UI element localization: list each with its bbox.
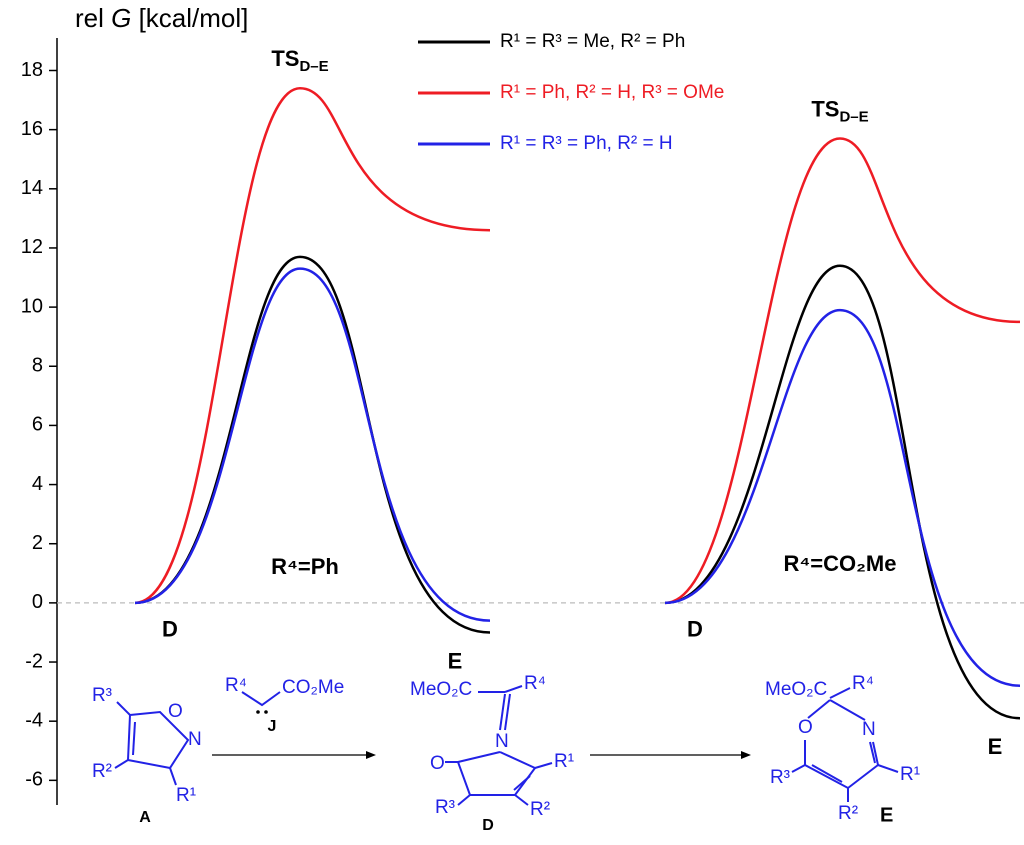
atom-label: R⁴: [852, 673, 874, 694]
bond: [132, 721, 136, 756]
lone-pair: [256, 710, 260, 714]
atom-label: R²: [530, 799, 550, 820]
atom-label: O: [798, 717, 813, 738]
atom-label: MeO₂C: [410, 679, 472, 700]
y-label-part: G: [111, 3, 131, 33]
structure-j: R⁴ CO₂Me J: [225, 675, 344, 735]
y-tick-label: -6: [25, 769, 43, 791]
compound-label: E: [880, 804, 893, 826]
atom-label: R¹: [900, 764, 920, 785]
atom-label: R¹: [176, 785, 196, 806]
bond: [829, 687, 851, 699]
legend-label: R¹ = R³ = Ph, R² = H: [500, 133, 673, 154]
ts-subscript: D–E: [299, 58, 328, 75]
structure-d: MeO₂C R⁴ N R¹ O R³ R² D: [410, 673, 574, 834]
legend-label: R¹ = Ph, R² = H, R³ = OMe: [500, 82, 724, 103]
bond: [116, 701, 131, 716]
y-tick-label: 18: [21, 59, 43, 81]
ts-subscript: D–E: [839, 108, 868, 125]
arrow-head: [741, 751, 751, 759]
structure-a: R³ O N R² R¹ A: [92, 685, 202, 826]
structure-e: MeO₂C R⁴ O N R¹ R³ R² E: [765, 673, 920, 826]
atom-label: R³: [770, 767, 790, 788]
energy-curve: [664, 137, 1021, 605]
energy-curve: [134, 86, 491, 605]
bond: [791, 764, 806, 773]
y-tick-label: 4: [32, 473, 43, 495]
bond: [877, 764, 899, 773]
atom-label: N: [495, 731, 509, 752]
ring: [456, 751, 537, 796]
y-tick-label: 10: [21, 295, 43, 317]
arrow-head: [366, 751, 376, 759]
ring: [126, 710, 190, 770]
atom-label: R²: [92, 761, 112, 782]
state-label: D: [162, 617, 178, 642]
bond: [169, 767, 177, 786]
bond: [457, 794, 471, 806]
y-tick-label: -2: [25, 650, 43, 672]
bond: [807, 699, 831, 719]
bond: [514, 794, 529, 806]
atom-label: R³: [92, 685, 112, 706]
bond: [829, 699, 866, 721]
atom-label: N: [862, 719, 876, 740]
y-tick-label: 14: [21, 177, 43, 199]
legend-label: R¹ = R³ = Me, R² = Ph: [500, 31, 685, 52]
state-label: TSD–E: [271, 46, 328, 75]
lone-pair: [264, 710, 268, 714]
atom-label: R²: [838, 803, 858, 824]
bond: [241, 691, 281, 707]
bond: [869, 741, 876, 764]
atom-label: R¹: [554, 751, 574, 772]
y-tick-label: 16: [21, 118, 43, 140]
atom-label: R⁴: [225, 675, 247, 696]
compound-label: J: [268, 718, 277, 735]
y-tick-label: 2: [32, 532, 43, 554]
atom-label: O: [168, 701, 183, 722]
y-tick-label: -4: [25, 709, 43, 731]
atom-label: R³: [435, 797, 455, 818]
ts-main: TS: [271, 46, 299, 71]
profile-label: R⁴=CO₂Me: [784, 551, 897, 576]
state-label: TSD–E: [811, 96, 868, 125]
y-tick-label: 6: [32, 414, 43, 436]
state-label: D: [687, 617, 703, 642]
y-label-part: rel: [75, 3, 111, 33]
energy-curve: [664, 264, 1021, 720]
state-label: E: [988, 734, 1003, 759]
y-tick-label: 0: [32, 591, 43, 613]
bond: [504, 685, 523, 693]
bond: [114, 759, 129, 769]
atom-label: N: [188, 729, 202, 750]
compound-label: A: [139, 809, 151, 826]
atom-label: O: [430, 753, 445, 774]
atom-label: MeO₂C: [765, 679, 827, 700]
atom-label: R⁴: [524, 673, 546, 694]
y-axis-label: rel G [kcal/mol]: [75, 3, 248, 33]
bond: [513, 775, 531, 791]
ts-main: TS: [811, 96, 839, 121]
energy-curve: [664, 308, 1021, 687]
atom-label: CO₂Me: [282, 677, 344, 698]
y-tick-label: 8: [32, 355, 43, 377]
bond: [504, 693, 511, 731]
state-label: E: [448, 648, 463, 673]
energy-curve: [134, 267, 491, 622]
y-label-part: [kcal/mol]: [131, 3, 248, 33]
bond: [534, 762, 553, 769]
compound-label: D: [482, 817, 494, 834]
profile-label: R⁴=Ph: [271, 554, 339, 579]
bond: [811, 764, 843, 783]
y-tick-label: 12: [21, 236, 43, 258]
bond: [499, 693, 506, 731]
